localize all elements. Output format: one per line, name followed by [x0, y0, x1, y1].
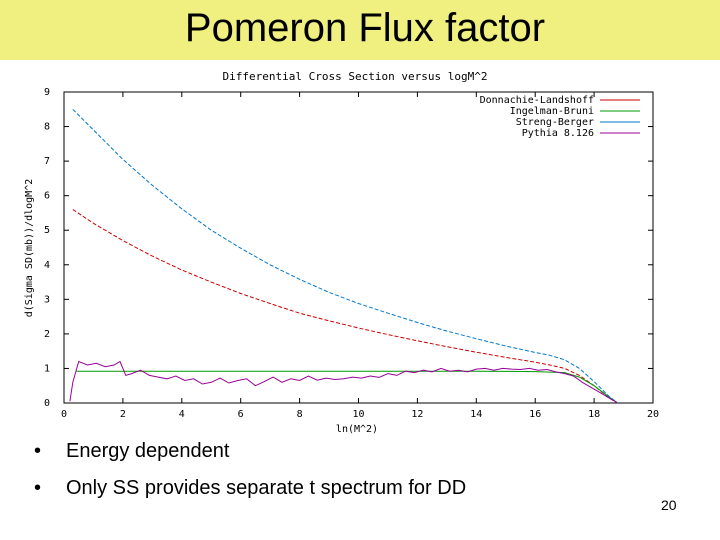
title-band: [0, 0, 720, 60]
x-axis-label: ln(M^2): [336, 424, 378, 435]
bullet-dot-icon: •: [34, 440, 42, 462]
legend-label: Ingelman-Bruni: [510, 106, 594, 117]
legend-label: Streng-Berger: [516, 117, 594, 128]
bullet-text: Energy dependent: [66, 440, 230, 462]
series-line-2: [75, 370, 618, 404]
x-tick-label: 2: [120, 409, 126, 420]
x-tick-label: 8: [297, 409, 303, 420]
y-tick-label: 1: [44, 363, 50, 374]
bullet-item: • Energy dependent: [34, 440, 466, 463]
y-tick-label: 4: [44, 260, 50, 271]
x-tick-label: 14: [470, 409, 482, 420]
series-line-3: [72, 108, 619, 404]
bullet-dot-icon: •: [34, 477, 42, 499]
legend: Donnachie-LandshoffIngelman-BruniStreng-…: [480, 95, 640, 139]
y-tick-label: 5: [44, 225, 50, 236]
series-line-4: [69, 360, 618, 404]
legend-label: Pythia 8.126: [522, 128, 594, 139]
y-tick-label: 3: [44, 294, 50, 305]
x-tick-label: 20: [647, 409, 659, 420]
x-tick-label: 18: [588, 409, 600, 420]
series-line-1: [72, 209, 618, 404]
x-tick-label: 10: [352, 409, 364, 420]
x-tick-label: 6: [238, 409, 244, 420]
page-number: 20: [661, 497, 677, 513]
x-tick-label: 4: [179, 409, 185, 420]
bullet-list: • Energy dependent • Only SS provides sepa…: [34, 440, 466, 514]
x-tick-label: 16: [529, 409, 541, 420]
y-tick-label: 8: [44, 122, 50, 133]
y-axis-label: d(Sigma SD(mb))/dlogM^2: [24, 179, 35, 317]
slide-title: Pomeron Flux factor: [184, 6, 546, 50]
y-tick-label: 9: [44, 87, 50, 98]
y-tick-label: 0: [44, 398, 50, 409]
y-tick-label: 7: [44, 156, 50, 167]
chart-title: Differential Cross Section versus logM^2: [223, 70, 488, 83]
x-tick-label: 0: [61, 409, 67, 420]
chart: Differential Cross Section versus logM^2…: [24, 70, 659, 435]
y-tick-label: 2: [44, 329, 50, 340]
x-tick-label: 12: [411, 409, 423, 420]
bullet-item: • Only SS provides separate t spectrum fo…: [34, 477, 466, 500]
legend-label: Donnachie-Landshoff: [480, 95, 594, 106]
bullet-text: Only SS provides separate t spectrum for…: [66, 477, 467, 499]
y-tick-label: 6: [44, 191, 50, 202]
